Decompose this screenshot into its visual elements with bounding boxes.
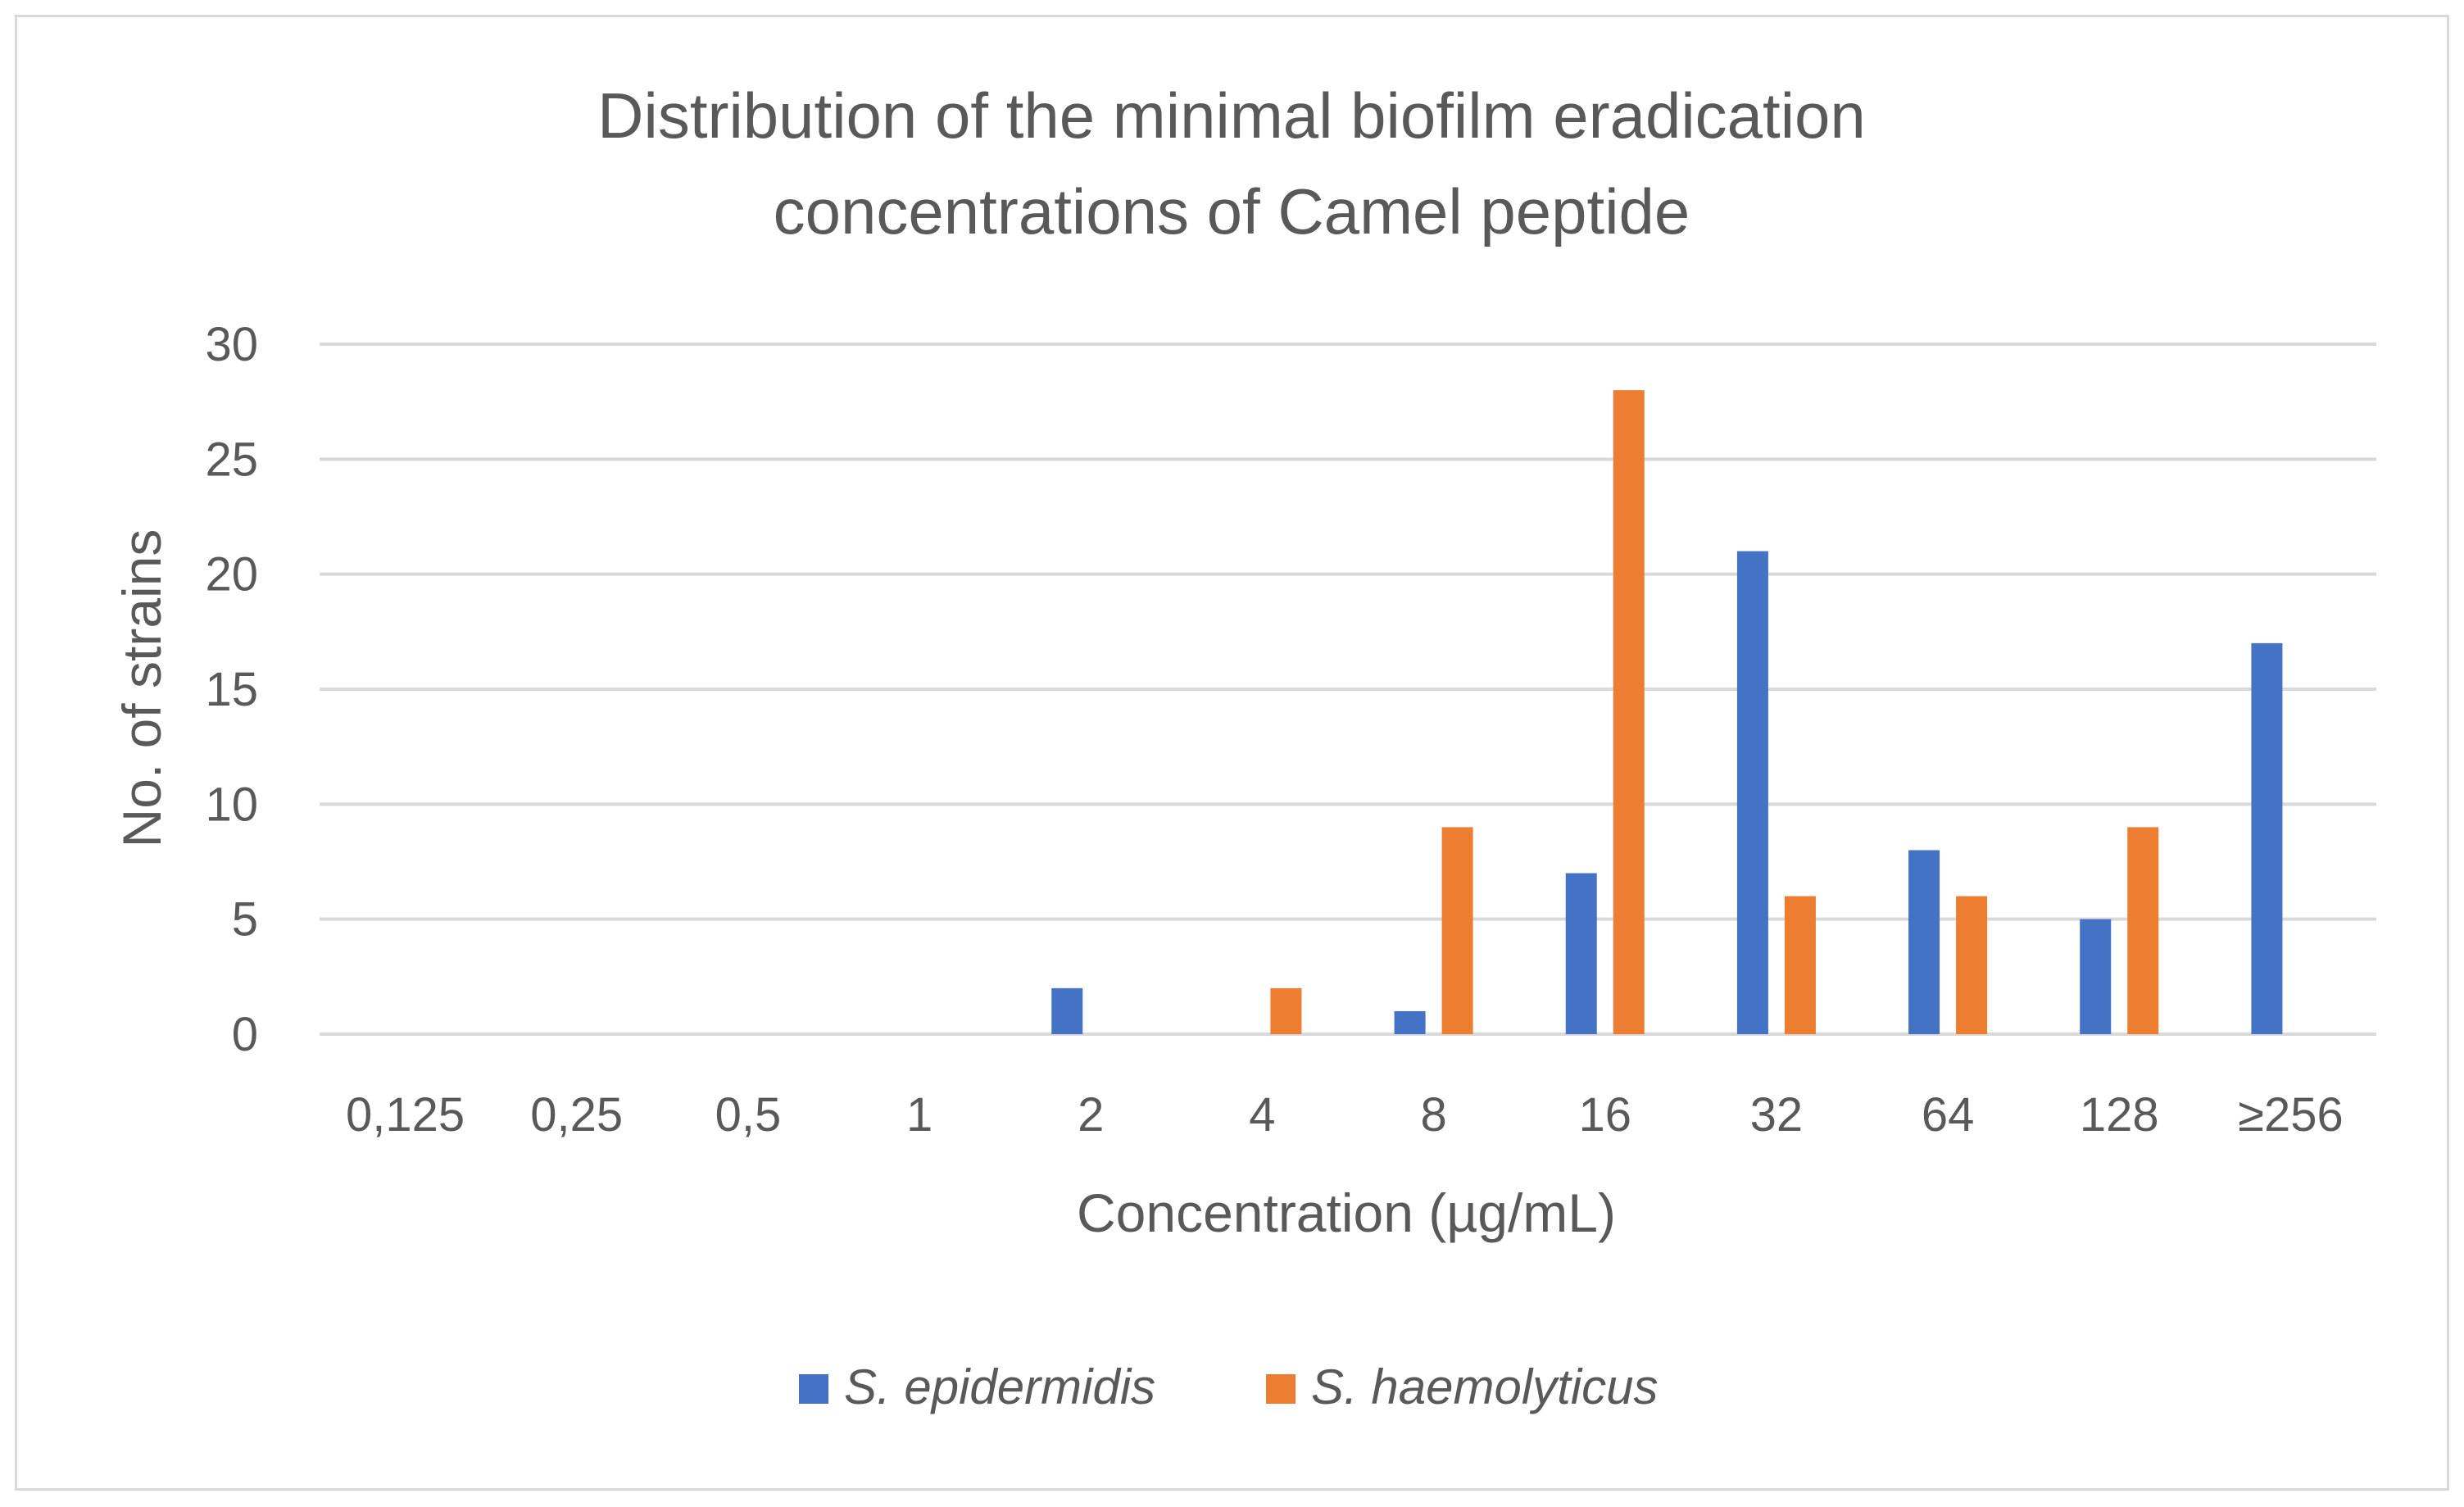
x-tick-label-7: 16 — [1578, 1088, 1631, 1142]
x-tick-label-8: 32 — [1750, 1088, 1804, 1142]
x-tick-label-2: 0,5 — [715, 1088, 782, 1142]
x-tick-label-9: 64 — [1922, 1088, 1975, 1142]
x-tick-label-6: 8 — [1420, 1088, 1446, 1142]
bar-s-haemolyticus-10 — [2127, 827, 2159, 1034]
y-tick-label-10: 10 — [205, 778, 258, 831]
x-tick-label-0: 0,125 — [346, 1088, 465, 1142]
bar-s-epidermidis-9 — [1908, 850, 1940, 1034]
chart-title: Distribution of the minimal biofilm erad… — [597, 79, 1866, 247]
x-tick-label-4: 2 — [1078, 1088, 1104, 1142]
chart-title-line-2: concentrations of Camel peptide — [774, 175, 1690, 247]
legend: S. epidermidis S. haemolyticus — [799, 1359, 1659, 1414]
bar-s-haemolyticus-8 — [1784, 896, 1816, 1034]
legend-swatch-s-haemolyticus — [1266, 1374, 1296, 1404]
bar-s-epidermidis-11 — [2251, 642, 2283, 1034]
bar-s-epidermidis-4 — [1051, 987, 1083, 1034]
bar-s-haemolyticus-9 — [1956, 896, 1988, 1034]
legend-label-s-haemolyticus: S. haemolyticus — [1311, 1359, 1659, 1414]
x-tick-label-10: 128 — [2080, 1088, 2159, 1142]
bar-s-epidermidis-6 — [1394, 1010, 1426, 1034]
y-tick-label-5: 5 — [232, 893, 258, 946]
chart-area — [15, 15, 2449, 1491]
x-tick-label-1: 0,25 — [530, 1088, 623, 1142]
x-tick-label-3: 1 — [906, 1088, 933, 1142]
y-axis-ticks: 0 5 10 15 20 25 30 — [205, 318, 258, 1061]
y-tick-label-0: 0 — [232, 1008, 258, 1061]
bars — [1051, 390, 2283, 1035]
gridlines — [320, 343, 2376, 1036]
bar-s-haemolyticus-5 — [1270, 987, 1302, 1034]
y-axis-title: No. of strains — [111, 529, 172, 848]
y-tick-label-30: 30 — [205, 318, 258, 371]
legend-label-s-epidermidis: S. epidermidis — [844, 1359, 1155, 1414]
y-tick-label-15: 15 — [205, 663, 258, 716]
x-tick-label-5: 4 — [1249, 1088, 1275, 1142]
bar-s-epidermidis-10 — [2080, 919, 2112, 1034]
x-axis-ticks: 0,125 0,25 0,5 1 2 4 8 16 32 64 128 ≥256 — [346, 1088, 2344, 1142]
bar-s-epidermidis-7 — [1565, 873, 1597, 1034]
x-tick-label-11: ≥256 — [2238, 1088, 2344, 1142]
bar-s-haemolyticus-6 — [1441, 827, 1473, 1034]
y-tick-label-25: 25 — [205, 433, 258, 486]
bar-s-epidermidis-8 — [1736, 551, 1768, 1034]
y-tick-label-20: 20 — [205, 548, 258, 601]
bar-s-haemolyticus-7 — [1613, 390, 1645, 1035]
x-axis-title: Concentration (µg/mL) — [1077, 1182, 1616, 1243]
legend-swatch-s-epidermidis — [799, 1374, 828, 1404]
chart-title-line-1: Distribution of the minimal biofilm erad… — [597, 79, 1866, 152]
